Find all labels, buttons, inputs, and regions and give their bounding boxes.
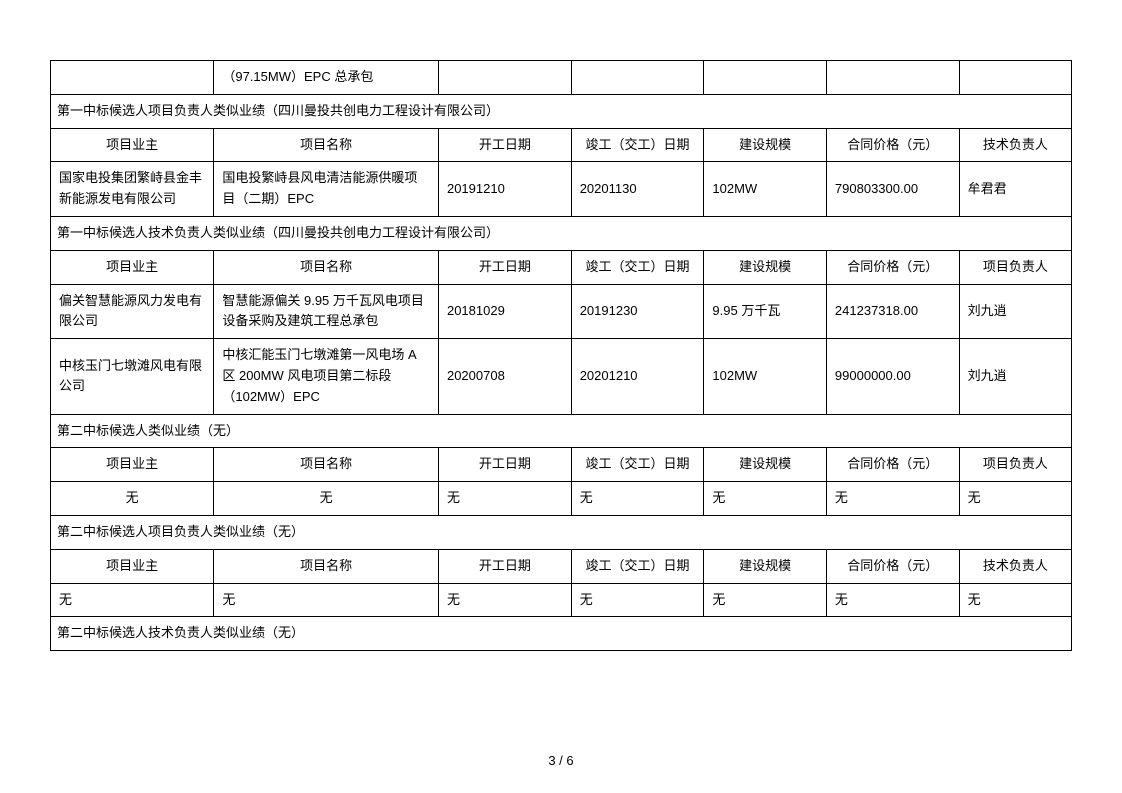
s1-h6: 合同价格（元） [826, 128, 959, 162]
s1-r0-c7: 牟君君 [959, 162, 1071, 217]
s2-h4: 竣工（交工）日期 [571, 250, 704, 284]
s4-r0-c1: 无 [51, 583, 214, 617]
section3-title: 第二中标候选人类似业绩（无） [51, 414, 1072, 448]
s1-r0-c3: 20191210 [438, 162, 571, 217]
s1-r0-c2: 国电投繁峙县风电清洁能源供暖项目（二期）EPC [214, 162, 439, 217]
s3-h5: 建设规模 [704, 448, 827, 482]
s2-r1-c2: 中核汇能玉门七墩滩第一风电场 A 区 200MW 风电项目第二标段（102MW）… [214, 339, 439, 414]
s2-r1-c5: 102MW [704, 339, 827, 414]
s1-r0-c5: 102MW [704, 162, 827, 217]
s2-r1-c4: 20201210 [571, 339, 704, 414]
s2-r0-c6: 241237318.00 [826, 284, 959, 339]
s3-h3: 开工日期 [438, 448, 571, 482]
s4-h3: 开工日期 [438, 549, 571, 583]
section2-title: 第一中标候选人技术负责人类似业绩（四川曼投共创电力工程设计有限公司） [51, 216, 1072, 250]
s1-h4: 竣工（交工）日期 [571, 128, 704, 162]
s2-r1-c6: 99000000.00 [826, 339, 959, 414]
main-table: （97.15MW）EPC 总承包 第一中标候选人项目负责人类似业绩（四川曼投共创… [50, 60, 1072, 651]
s1-r0-c1: 国家电投集团繁峙县金丰新能源发电有限公司 [51, 162, 214, 217]
s2-h3: 开工日期 [438, 250, 571, 284]
s2-h5: 建设规模 [704, 250, 827, 284]
s1-h5: 建设规模 [704, 128, 827, 162]
page-number: 3 / 6 [0, 753, 1122, 768]
s2-r0-c1: 偏关智慧能源风力发电有限公司 [51, 284, 214, 339]
s4-r0-c5: 无 [704, 583, 827, 617]
s3-r0-c4: 无 [571, 482, 704, 516]
s2-r0-c7: 刘九逍 [959, 284, 1071, 339]
s2-h1: 项目业主 [51, 250, 214, 284]
s4-h7: 技术负责人 [959, 549, 1071, 583]
s3-h7: 项目负责人 [959, 448, 1071, 482]
s3-r0-c7: 无 [959, 482, 1071, 516]
s2-r1-c7: 刘九逍 [959, 339, 1071, 414]
s4-h6: 合同价格（元） [826, 549, 959, 583]
top-cell-1 [51, 61, 214, 95]
table-row: 中核玉门七墩滩风电有限公司 中核汇能玉门七墩滩第一风电场 A 区 200MW 风… [51, 339, 1072, 414]
section4-header-row: 项目业主 项目名称 开工日期 竣工（交工）日期 建设规模 合同价格（元） 技术负… [51, 549, 1072, 583]
s3-r0-c3: 无 [438, 482, 571, 516]
s3-h2: 项目名称 [214, 448, 439, 482]
s2-r1-c3: 20200708 [438, 339, 571, 414]
s4-r0-c7: 无 [959, 583, 1071, 617]
s4-h4: 竣工（交工）日期 [571, 549, 704, 583]
section1-title: 第一中标候选人项目负责人类似业绩（四川曼投共创电力工程设计有限公司） [51, 94, 1072, 128]
top-cell-6 [826, 61, 959, 95]
s2-r0-c2: 智慧能源偏关 9.95 万千瓦风电项目设备采购及建筑工程总承包 [214, 284, 439, 339]
section1-header-row: 项目业主 项目名称 开工日期 竣工（交工）日期 建设规模 合同价格（元） 技术负… [51, 128, 1072, 162]
s1-h2: 项目名称 [214, 128, 439, 162]
s3-r0-c6: 无 [826, 482, 959, 516]
s2-r0-c4: 20191230 [571, 284, 704, 339]
s3-h1: 项目业主 [51, 448, 214, 482]
s1-h1: 项目业主 [51, 128, 214, 162]
s4-h5: 建设规模 [704, 549, 827, 583]
section3-header-row: 项目业主 项目名称 开工日期 竣工（交工）日期 建设规模 合同价格（元） 项目负… [51, 448, 1072, 482]
s3-r0-c2: 无 [214, 482, 439, 516]
top-cell-3 [438, 61, 571, 95]
s4-h2: 项目名称 [214, 549, 439, 583]
top-row: （97.15MW）EPC 总承包 [51, 61, 1072, 95]
s3-h6: 合同价格（元） [826, 448, 959, 482]
s1-h7: 技术负责人 [959, 128, 1071, 162]
top-cell-7 [959, 61, 1071, 95]
s2-r1-c1: 中核玉门七墩滩风电有限公司 [51, 339, 214, 414]
s4-h1: 项目业主 [51, 549, 214, 583]
s4-r0-c2: 无 [214, 583, 439, 617]
s3-h4: 竣工（交工）日期 [571, 448, 704, 482]
s1-r0-c6: 790803300.00 [826, 162, 959, 217]
s2-r0-c3: 20181029 [438, 284, 571, 339]
table-row: 国家电投集团繁峙县金丰新能源发电有限公司 国电投繁峙县风电清洁能源供暖项目（二期… [51, 162, 1072, 217]
top-cell-5 [704, 61, 827, 95]
s3-r0-c1: 无 [51, 482, 214, 516]
s1-h3: 开工日期 [438, 128, 571, 162]
table-row: 无 无 无 无 无 无 无 [51, 482, 1072, 516]
table-row: 无 无 无 无 无 无 无 [51, 583, 1072, 617]
section2-header-row: 项目业主 项目名称 开工日期 竣工（交工）日期 建设规模 合同价格（元） 项目负… [51, 250, 1072, 284]
s3-r0-c5: 无 [704, 482, 827, 516]
s2-r0-c5: 9.95 万千瓦 [704, 284, 827, 339]
s2-h7: 项目负责人 [959, 250, 1071, 284]
section5-title: 第二中标候选人技术负责人类似业绩（无） [51, 617, 1072, 651]
table-row: 偏关智慧能源风力发电有限公司 智慧能源偏关 9.95 万千瓦风电项目设备采购及建… [51, 284, 1072, 339]
s2-h6: 合同价格（元） [826, 250, 959, 284]
s4-r0-c6: 无 [826, 583, 959, 617]
top-cell-2: （97.15MW）EPC 总承包 [214, 61, 439, 95]
top-cell-4 [571, 61, 704, 95]
s2-h2: 项目名称 [214, 250, 439, 284]
s4-r0-c3: 无 [438, 583, 571, 617]
s1-r0-c4: 20201130 [571, 162, 704, 217]
section4-title: 第二中标候选人项目负责人类似业绩（无） [51, 515, 1072, 549]
s4-r0-c4: 无 [571, 583, 704, 617]
